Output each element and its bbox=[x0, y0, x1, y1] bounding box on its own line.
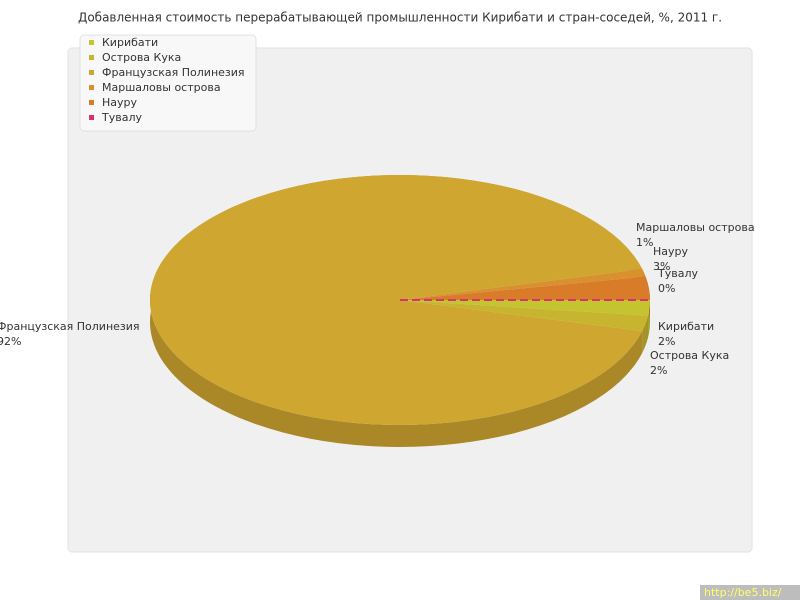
legend-label: Французская Полинезия bbox=[102, 66, 245, 79]
legend-label: Острова Кука bbox=[102, 51, 181, 64]
legend-label: Маршаловы острова bbox=[102, 81, 221, 94]
slice bbox=[400, 300, 650, 316]
chart-title: Добавленная стоимость перерабатывающей п… bbox=[78, 11, 722, 25]
data-label-value: 2% bbox=[650, 364, 667, 377]
slice-side bbox=[642, 315, 649, 354]
data-label-name: Тувалу bbox=[657, 267, 698, 280]
slice bbox=[400, 276, 650, 300]
legend-items: Кирибати Острова Кука Французская Полинези… bbox=[89, 36, 245, 124]
data-label-name: Кирибати bbox=[658, 320, 714, 333]
watermark-box bbox=[700, 585, 800, 600]
slice bbox=[400, 268, 646, 300]
legend bbox=[79, 34, 257, 132]
data-label-name: Французская Полинезия bbox=[0, 320, 140, 333]
slice bbox=[150, 175, 643, 426]
legend-swatch bbox=[89, 55, 94, 60]
legend-label: Кирибати bbox=[102, 36, 158, 49]
legend-label: Тувалу bbox=[101, 111, 142, 124]
data-label-name: Науру bbox=[653, 245, 689, 258]
data-label-value: 2% bbox=[658, 335, 675, 348]
data-label-name: Маршаловы острова bbox=[636, 221, 755, 234]
data-label-value: 3% bbox=[653, 260, 670, 273]
watermark: http://be5.biz/ bbox=[704, 586, 782, 599]
legend-swatch bbox=[89, 70, 94, 75]
legend-swatch bbox=[89, 100, 94, 105]
legend-swatch bbox=[89, 115, 94, 120]
slice bbox=[400, 300, 649, 332]
data-label-name: Острова Кука bbox=[650, 349, 729, 362]
pie bbox=[150, 175, 650, 448]
legend-swatch bbox=[89, 85, 94, 90]
data-label-value: 1% bbox=[636, 236, 653, 249]
data-label-value: 92% bbox=[0, 335, 21, 348]
legend-swatch bbox=[89, 40, 94, 45]
legend-label: Науру bbox=[102, 96, 138, 109]
data-label-value: 0% bbox=[658, 282, 675, 295]
